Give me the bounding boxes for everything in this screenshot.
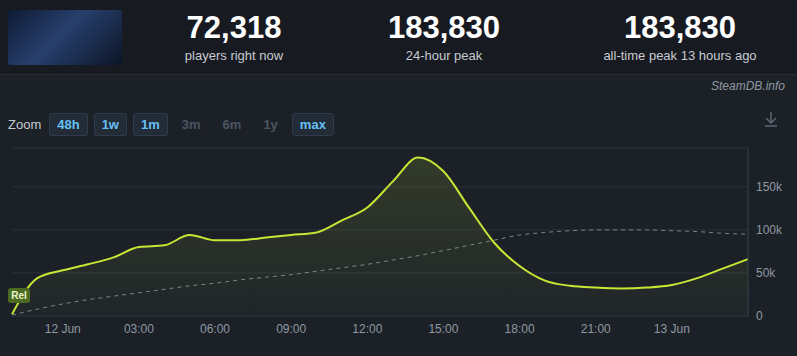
html-text:Zoom: Zoom	[8, 117, 42, 132]
html-text:24-hour peak: 24-hour peak	[405, 48, 483, 63]
html-text:72,318: 72,318	[186, 10, 282, 45]
svg-text:06:00: 06:00	[200, 322, 230, 336]
html-text:48h: 48h	[57, 117, 80, 132]
html-text:SteamDB.info: SteamDB.info	[711, 79, 785, 93]
svg-text:50k: 50k	[756, 266, 776, 280]
html-text:183,830: 183,830	[388, 10, 500, 45]
svg-text:03:00: 03:00	[124, 322, 154, 336]
html-text:players right now: players right now	[184, 48, 284, 63]
svg-text:12:00: 12:00	[352, 322, 382, 336]
html-text:1m: 1m	[141, 117, 160, 132]
svg-text:0: 0	[756, 309, 763, 323]
svg-text:13 Jun: 13 Jun	[654, 322, 690, 336]
svg-text:150k: 150k	[756, 180, 783, 194]
svg-text:15:00: 15:00	[428, 322, 458, 336]
html-text:1w: 1w	[101, 117, 119, 132]
svg-text:12 Jun: 12 Jun	[45, 322, 81, 336]
svg-text:18:00: 18:00	[505, 322, 535, 336]
html-text:6m: 6m	[222, 117, 242, 132]
svg-text:Rel: Rel	[11, 290, 27, 301]
svg-text:100k: 100k	[756, 223, 783, 237]
svg-text:09:00: 09:00	[276, 322, 306, 336]
html-text:all-time peak 13 hours ago: all-time peak 13 hours ago	[603, 48, 757, 63]
html-text:1y: 1y	[263, 117, 278, 132]
html-text:3m: 3m	[181, 117, 201, 132]
html-text:max: max	[299, 117, 326, 132]
html-text:183,830: 183,830	[624, 10, 736, 45]
svg-text:21:00: 21:00	[581, 322, 611, 336]
